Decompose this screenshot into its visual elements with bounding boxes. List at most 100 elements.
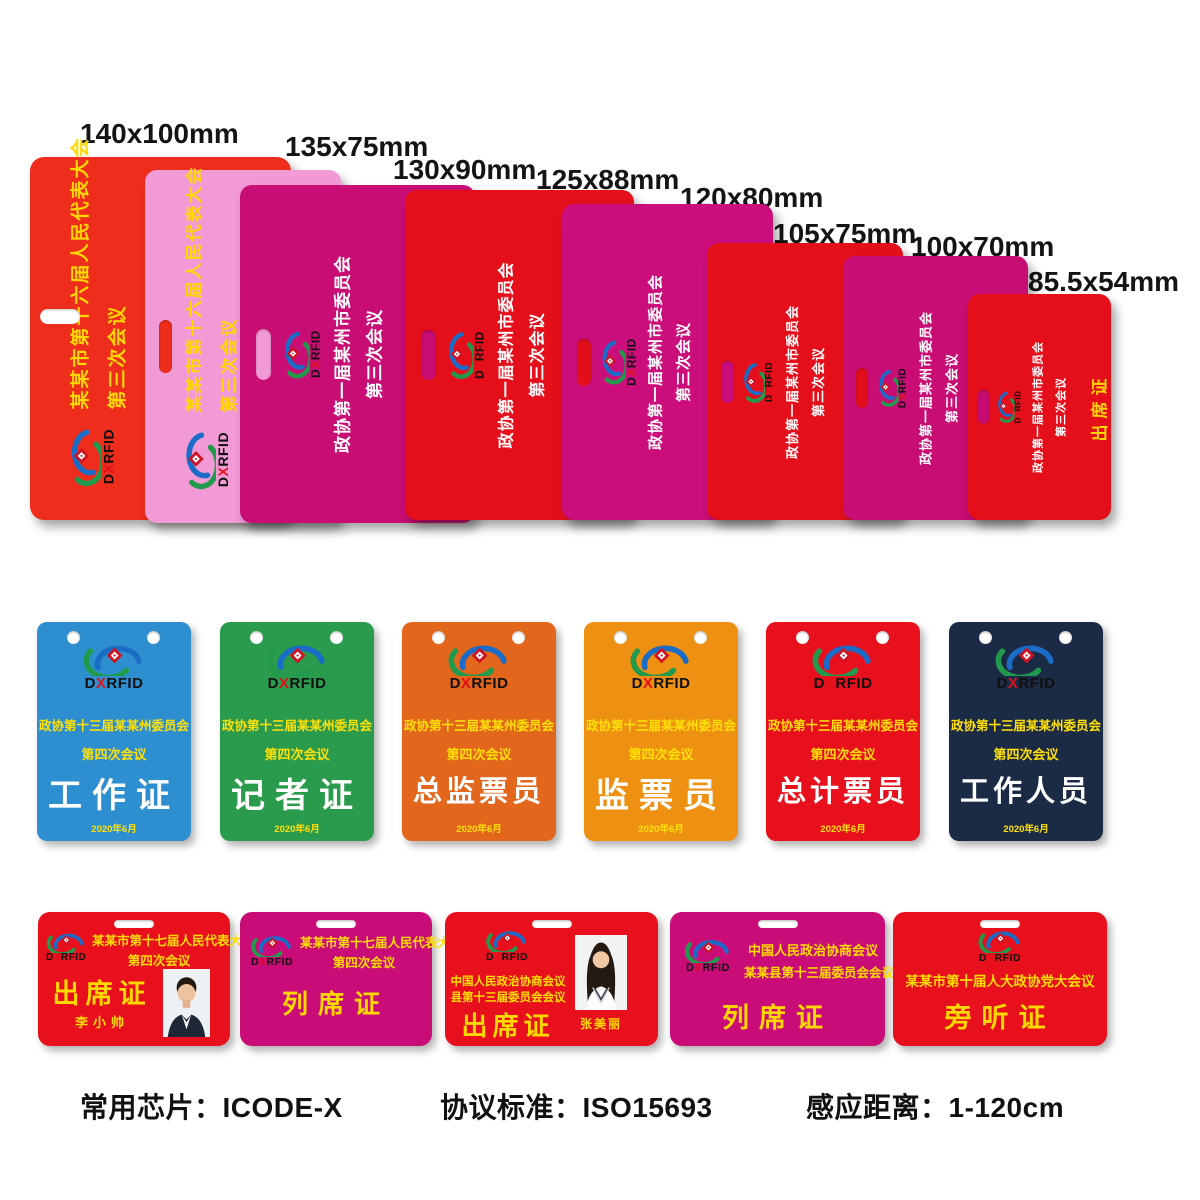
dxrfid-wordmark: DXRFID [814, 676, 873, 691]
lanyard-hole [694, 631, 707, 644]
dxrfid-swoosh-icon [602, 341, 625, 385]
dxrfid-logo: DXRFID [46, 927, 86, 963]
card-org-line: 政协第一届某州市委员会 [785, 304, 800, 459]
lanyard-hole [147, 631, 160, 644]
brand-x: X [1007, 675, 1019, 692]
conference-card-85.5x54mm: DXRFID 政协第一届某州市委员会 第三次会议 出席证 [968, 294, 1111, 520]
badge-logo-area: DXRFID [949, 635, 1103, 691]
brand-x: X [1013, 411, 1022, 418]
size-label: 140x100mm [80, 118, 239, 149]
brand-rfid: RFID [472, 331, 486, 362]
portrait-badge-3: DXRFID 政协第十三届某某州委员会 第四次会议 总监票员 2020年6月 [402, 622, 556, 841]
brand-rfid: RFID [702, 962, 730, 974]
spec-value: ICODE-X [222, 1092, 343, 1123]
badge-logo-area: DXRFID [46, 927, 86, 963]
badge-title: 总监票员 [412, 776, 545, 808]
dxrfid-swoosh-icon [251, 936, 291, 957]
badge-title: 总计票员 [776, 776, 909, 808]
badge-org-line2: 某某县第十三届委员会会议 [744, 966, 895, 980]
brand-d: D [996, 675, 1008, 692]
brand-x: X [987, 952, 995, 964]
dxrfid-wordmark: DXRFID [897, 368, 908, 408]
card-org-line: 政协第一届某州市委员会 [498, 261, 515, 449]
lanyard-slot [159, 320, 172, 373]
badge-logo-area: DXRFID [977, 924, 1023, 964]
card-text-lines: 政协第一届某州市委员会 第三次会议 [492, 262, 547, 449]
badge-logo-area: DXRFID [584, 635, 738, 691]
card-attendance-label: 出席证 [1090, 372, 1109, 442]
lanyard-slot [114, 920, 154, 928]
brand-rfid: RFID [764, 361, 775, 387]
landscape-badge-3: DXRFID 中国人民政治协商会议 县第十三届委员会会议 出席证 张美丽 [445, 912, 658, 1046]
lanyard-hole [614, 631, 627, 644]
badge-title: 旁听证 [944, 1003, 1056, 1033]
dxrfid-logo: DXRFID [872, 368, 908, 409]
card-session-line: 第三次会议 [811, 346, 826, 417]
brand-d: D [813, 675, 825, 692]
brand-rfid: RFID [308, 330, 322, 361]
brand-x: X [694, 962, 703, 974]
badge-org-line2: 第四次会议 [127, 954, 191, 968]
dxrfid-logo: DXRFID [440, 330, 486, 381]
rotated-card-face: DXRFID 政协第一届某州市委员会 第三次会议 [410, 197, 629, 513]
badge-date: 2020年6月 [638, 824, 684, 835]
card-session-line: 第三次会议 [944, 353, 959, 424]
lanyard-hole [512, 631, 525, 644]
badge-holder-name: 李小帅 [74, 1015, 129, 1030]
dxrfid-wordmark: DXRFID [486, 952, 528, 963]
dxrfid-logo: DXRFID [265, 635, 329, 691]
dxrfid-wordmark: DXRFID [624, 338, 638, 386]
badge-date: 2020年6月 [456, 824, 502, 835]
badge-org: 政协第十三届某某州委员会 [950, 719, 1101, 733]
badge-title: 记者证 [231, 778, 363, 815]
rotated-card-face: DXRFID 政协第一届某州市委员会 第三次会议 [245, 192, 470, 516]
badge-title: 出席证 [461, 1012, 555, 1041]
id-photo [163, 969, 210, 1037]
brand-d: D [100, 472, 116, 484]
brand-x: X [308, 360, 322, 369]
badge-org-line1: 某某市第十七届人民代表大会 [300, 936, 463, 950]
dxrfid-swoosh-icon [630, 645, 689, 676]
size-label: 135x75mm [285, 131, 429, 162]
badge-org-line1: 某某市第十七届人民代表大会 [92, 934, 255, 948]
dxrfid-swoosh-icon [83, 645, 142, 676]
brand-rfid: RFID [835, 675, 873, 692]
brand-d: D [472, 369, 486, 379]
brand-x: X [764, 386, 775, 394]
dxrfid-logo: DXRFID [61, 425, 116, 487]
card-org-line: 政协第一届某州市委员会 [333, 255, 352, 453]
dxrfid-wordmark: DXRFID [1013, 391, 1022, 424]
size-label: 85.5x54mm [1028, 266, 1180, 297]
lanyard-slot [856, 368, 868, 408]
landscape-badge-1: DXRFID 某某市第十七届人民代表大会 第四次会议 出席证 李小帅 [38, 912, 255, 1046]
portrait-badge-5: DXRFID 政协第十三届某某州委员会 第四次会议 总计票员 2020年6月 [766, 622, 920, 841]
brand-d: D [631, 675, 643, 692]
badge-session: 第四次会议 [993, 747, 1059, 762]
card-text-lines: 某某市第十六届人民代表大会 第三次会议 [65, 136, 129, 409]
brand-rfid: RFID [100, 428, 116, 464]
lanyard-slot [40, 309, 80, 324]
badge-title: 列席证 [281, 990, 390, 1019]
brand-x: X [494, 951, 502, 963]
badge-logo-area: DXRFID [684, 932, 732, 974]
dxrfid-wordmark: DXRFID [308, 330, 322, 378]
card-text-lines: 政协第一届某州市委员会 第三次会议 [328, 255, 385, 453]
brand-x: X [215, 466, 231, 476]
brand-d: D [1013, 417, 1022, 424]
badge-session: 第四次会议 [264, 747, 330, 762]
card-org-line: 政协第一届某州市委员会 [1032, 341, 1044, 473]
size-label: 130x90mm [393, 154, 537, 185]
brand-d: D [978, 952, 988, 964]
dxrfid-swoosh-icon [266, 645, 325, 676]
dxrfid-logo: DXRFID [276, 328, 322, 380]
badge-org: 政协第十三届某某州委员会 [767, 719, 918, 733]
badge-org-line1: 某某市第十届人大政协党大会议 [905, 974, 1095, 989]
landscape-badge-4: DXRFID 中国人民政治协商会议 某某县第十三届委员会会议 列席证 [670, 912, 895, 1046]
brand-rfid: RFID [471, 675, 509, 692]
brand-x: X [95, 675, 107, 692]
dxrfid-wordmark: DXRFID [46, 953, 86, 963]
dxrfid-logo: DXRFID [992, 390, 1022, 425]
brand-x: X [642, 675, 654, 692]
brand-x: X [624, 368, 638, 377]
